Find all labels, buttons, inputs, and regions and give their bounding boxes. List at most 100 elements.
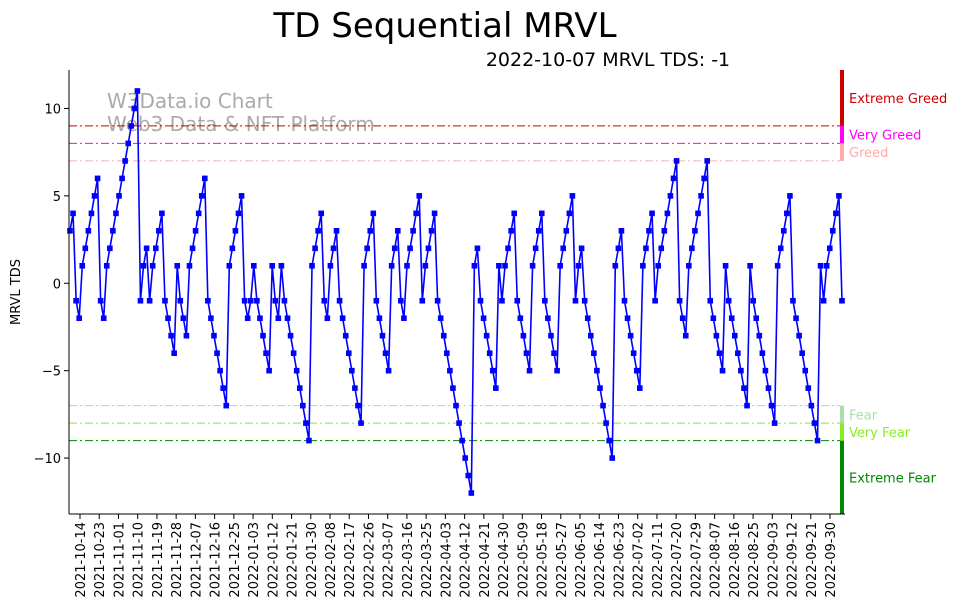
- data-point: [759, 350, 766, 356]
- data-point: [241, 297, 248, 304]
- data-point: [434, 297, 441, 304]
- data-point: [281, 297, 288, 304]
- data-point: [177, 297, 184, 304]
- data-point: [725, 297, 732, 304]
- data-point: [713, 332, 720, 339]
- data-point: [364, 245, 370, 252]
- data-point: [572, 297, 579, 304]
- data-point: [425, 245, 432, 252]
- data-point: [538, 210, 545, 217]
- data-point: [780, 228, 787, 234]
- data-point: [591, 350, 597, 356]
- data-point: [594, 367, 600, 374]
- data-point: [600, 402, 606, 409]
- data-point: [615, 245, 622, 252]
- data-point: [465, 472, 472, 479]
- data-point: [728, 315, 735, 322]
- x-ticks: 2021-10-14 2021-10-23 2021-11-01 2021-11-10…: [74, 514, 839, 598]
- data-point: [247, 297, 254, 304]
- data-point: [303, 420, 309, 426]
- y-tick-label: 0: [53, 277, 61, 292]
- data-point: [284, 315, 291, 322]
- chart-title: TD Sequential MRVL: [272, 6, 616, 46]
- data-point: [330, 245, 337, 252]
- data-point: [808, 402, 815, 409]
- data-point: [382, 350, 389, 356]
- data-point: [805, 385, 812, 391]
- data-point: [652, 297, 658, 304]
- data-point: [85, 228, 92, 234]
- data-point: [229, 245, 236, 252]
- data-point: [532, 245, 539, 252]
- data-point: [839, 297, 845, 304]
- data-point: [493, 385, 499, 391]
- data-point: [125, 140, 132, 147]
- data-point: [483, 332, 490, 339]
- x-tick-label: 2022-09-30: [824, 522, 839, 598]
- data-point: [686, 262, 692, 269]
- data-point: [563, 228, 570, 234]
- data-point: [496, 262, 502, 269]
- data-point: [744, 402, 750, 409]
- data-point: [149, 262, 156, 269]
- data-point: [765, 385, 772, 391]
- data-point: [790, 297, 796, 304]
- data-point: [474, 245, 481, 252]
- y-tick-label: −10: [34, 452, 61, 467]
- x-tick-label: 2022-07-02: [632, 522, 647, 598]
- data-point: [771, 420, 778, 426]
- data-point: [388, 262, 395, 269]
- data-point: [385, 367, 392, 374]
- data-point: [251, 262, 257, 269]
- data-point: [830, 228, 836, 234]
- data-point: [349, 367, 355, 374]
- data-point: [220, 385, 226, 391]
- x-tick-label: 2022-01-21: [286, 522, 301, 598]
- level-label-very-greed: Very Greed: [849, 129, 921, 144]
- data-point: [67, 228, 73, 234]
- level-label-extreme-greed: Extreme Greed: [849, 92, 947, 107]
- data-point: [817, 262, 824, 269]
- x-tick-label: 2022-09-12: [786, 522, 801, 598]
- x-tick-label: 2021-11-19: [151, 522, 166, 598]
- data-point: [407, 245, 413, 252]
- data-point: [774, 262, 781, 269]
- x-tick-label: 2022-09-21: [805, 522, 820, 598]
- data-point: [235, 210, 242, 217]
- data-point: [664, 210, 671, 217]
- data-point: [505, 245, 511, 252]
- data-point: [352, 385, 358, 391]
- data-point: [551, 350, 557, 356]
- data-point: [416, 193, 423, 199]
- x-tick-label: 2022-03-25: [420, 522, 435, 598]
- data-point: [606, 437, 612, 444]
- data-point: [814, 437, 821, 444]
- data-point: [327, 262, 334, 269]
- x-tick-label: 2022-08-25: [747, 522, 762, 598]
- data-point: [162, 297, 168, 304]
- data-point: [575, 262, 582, 269]
- data-point: [557, 262, 563, 269]
- data-point: [621, 297, 628, 304]
- data-point: [440, 332, 447, 339]
- data-point: [682, 332, 689, 339]
- data-point: [318, 210, 325, 217]
- data-point: [376, 315, 383, 322]
- data-point: [361, 262, 367, 269]
- data-point: [627, 332, 634, 339]
- data-point: [116, 193, 122, 199]
- data-point: [159, 210, 165, 217]
- data-point: [811, 420, 818, 426]
- data-point: [113, 210, 119, 217]
- data-point: [520, 332, 527, 339]
- data-point: [238, 193, 245, 199]
- data-point: [618, 228, 625, 234]
- data-point: [578, 245, 585, 252]
- data-point: [309, 262, 315, 269]
- x-tick-label: 2022-06-14: [593, 522, 608, 598]
- data-point: [134, 88, 141, 94]
- data-point: [119, 175, 125, 182]
- data-point: [94, 175, 101, 182]
- data-point: [823, 262, 830, 269]
- data-point: [223, 402, 230, 409]
